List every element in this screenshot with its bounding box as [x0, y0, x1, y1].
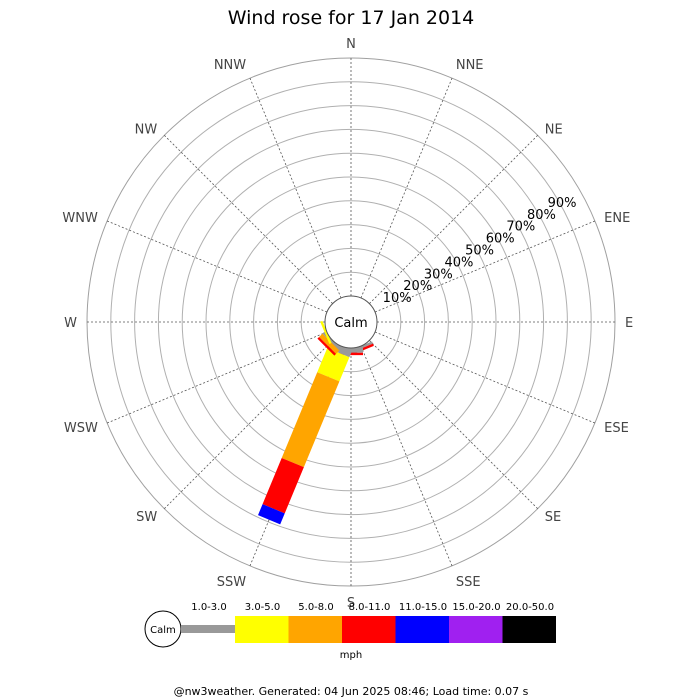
legend-calm-label: Calm: [150, 625, 176, 636]
polar-grid: [86, 57, 616, 587]
radial-tick-label: 70%: [506, 220, 535, 235]
bar-ssw-8.0-11.0: [262, 457, 304, 514]
direction-label-w: W: [64, 316, 77, 331]
bar-wsw-3.0-5.0: [320, 320, 332, 344]
direction-label-nw: NW: [135, 122, 158, 137]
grid-ring: [253, 224, 449, 420]
legend-label-5: 15.0-20.0: [452, 602, 500, 613]
legend-label-1: 3.0-5.0: [245, 602, 280, 613]
direction-label-se: SE: [545, 510, 561, 525]
direction-label-nne: NNE: [456, 58, 484, 73]
radial-tick-labels: 10%20%30%40%50%60%70%80%90%: [383, 196, 577, 306]
direction-label-wsw: WSW: [64, 421, 98, 436]
direction-label-ene: ENE: [604, 211, 630, 226]
grid-ring: [134, 105, 568, 539]
direction-label-s: S: [347, 596, 355, 611]
calm-circle: [324, 295, 378, 349]
direction-labels: N NNE NE ENE E ESE SE SSE S SSW SW WSW W WNW NW NNW: [62, 37, 633, 611]
bar-ssw-5.0-8.0: [281, 372, 340, 468]
legend-label-2: 5.0-8.0: [298, 602, 333, 613]
calm-center: Calm: [324, 295, 378, 349]
direction-label-sw: SW: [136, 510, 157, 525]
direction-label-sse: SSE: [456, 575, 481, 590]
radial-tick-label: 10%: [383, 291, 412, 306]
legend-swatch-5: [449, 616, 503, 643]
legend-swatch-0: [181, 625, 235, 633]
grid-ring: [181, 152, 521, 492]
legend-swatch-3: [342, 616, 396, 643]
legend-swatch-6: [502, 616, 556, 643]
calm-label: Calm: [334, 316, 367, 331]
speed-legend: Calm mph 1.0-3.0 3.0-5.0 5.0-8.0 8.0-11.0 11…: [144, 602, 556, 661]
legend-swatch-1: [235, 616, 289, 643]
grid-ring: [276, 247, 426, 397]
footer-text: @nw3weather. Generated: 04 Jun 2025 08:4…: [174, 685, 529, 698]
direction-label-nnw: NNW: [214, 58, 246, 73]
direction-label-n: N: [346, 37, 356, 52]
grid-ring: [110, 81, 592, 563]
direction-label-ssw: SSW: [217, 575, 247, 590]
wind-bars: [258, 320, 374, 525]
legend-swatch-4: [395, 616, 449, 643]
bar-sw-5.0-8.0: [319, 333, 340, 354]
direction-label-ese: ESE: [604, 421, 629, 436]
bar-ssw-3.0-5.0: [317, 348, 350, 382]
radial-tick-label: 60%: [486, 232, 515, 247]
legend-swatch-2: [288, 616, 342, 643]
legend-unit: mph: [340, 650, 362, 661]
direction-label-wnw: WNW: [62, 211, 98, 226]
grid-ring: [205, 176, 497, 468]
legend-label-6: 20.0-50.0: [506, 602, 554, 613]
radial-tick-label: 90%: [548, 196, 577, 211]
grid-ring: [229, 200, 473, 444]
radial-tick-label: 80%: [527, 208, 556, 223]
chart-title: Wind rose for 17 Jan 2014: [228, 7, 475, 29]
radial-tick-label: 40%: [445, 255, 474, 270]
bar-ssw-11.0-15.0: [258, 504, 285, 525]
grid-ring: [157, 128, 545, 516]
radial-tick-label: 30%: [424, 267, 453, 282]
bar-sw-8.0-11.0: [317, 336, 337, 356]
grid-ring: [300, 271, 402, 373]
legend-label-0: 1.0-3.0: [191, 602, 226, 613]
legend-label-3: 8.0-11.0: [349, 602, 391, 613]
direction-label-ne: NE: [545, 122, 563, 137]
radial-tick-label: 50%: [465, 244, 494, 259]
radial-tick-label: 20%: [403, 279, 432, 294]
legend-label-4: 11.0-15.0: [399, 602, 447, 613]
direction-label-e: E: [625, 316, 633, 331]
